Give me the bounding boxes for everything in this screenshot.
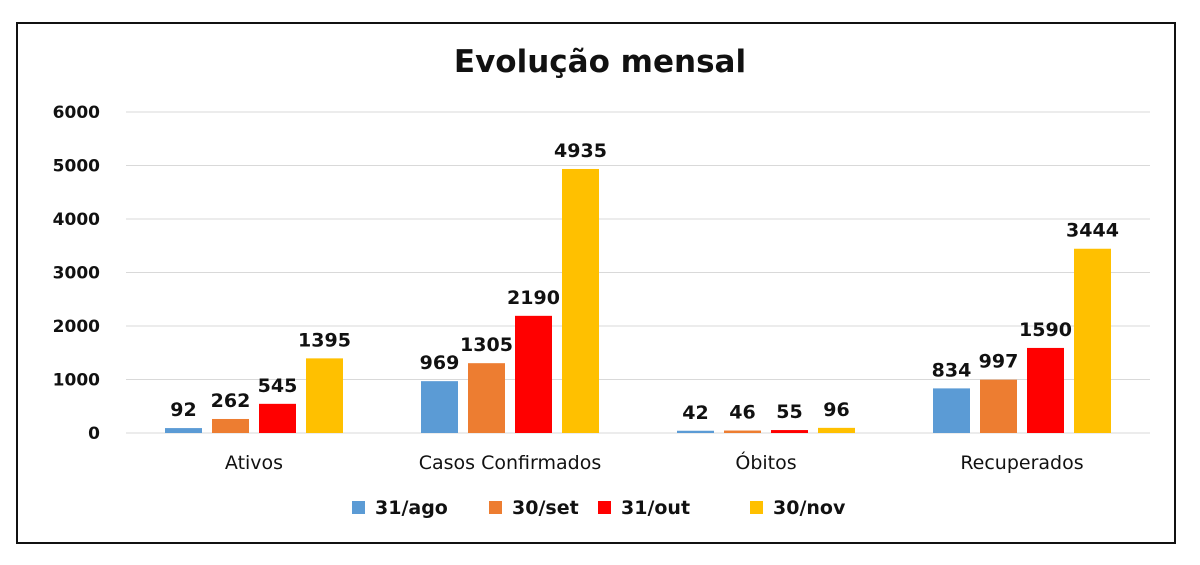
data-label: 96 bbox=[823, 399, 849, 421]
legend: 31/ago 30/set 31/out 30/nov bbox=[352, 497, 846, 519]
data-label: 262 bbox=[211, 390, 251, 412]
data-label: 1590 bbox=[1019, 319, 1072, 341]
data-label: 545 bbox=[258, 375, 298, 397]
bar-30-set bbox=[212, 418, 249, 433]
y-tick-label: 6000 bbox=[53, 103, 100, 123]
data-label: 969 bbox=[420, 352, 460, 374]
y-tick-label: 5000 bbox=[53, 157, 100, 177]
bar-31-out bbox=[515, 315, 552, 433]
data-label: 1395 bbox=[298, 329, 351, 351]
category-label: Recuperados bbox=[960, 452, 1083, 474]
category-label: Ativos bbox=[225, 452, 283, 474]
y-tick-label: 2000 bbox=[53, 317, 100, 337]
bar-31-out bbox=[771, 430, 808, 433]
legend-label: 31/ago bbox=[375, 497, 448, 519]
bar-31-out bbox=[259, 403, 296, 433]
data-label: 3444 bbox=[1066, 220, 1119, 242]
legend-label: 30/nov bbox=[773, 497, 846, 519]
bar-31-ago bbox=[677, 430, 714, 433]
category-label: Óbitos bbox=[735, 450, 796, 474]
data-label: 834 bbox=[932, 359, 972, 381]
chart-title: Evolução mensal bbox=[454, 44, 746, 80]
category-label: Casos Confirmados bbox=[419, 452, 602, 474]
bar-31-ago bbox=[421, 381, 458, 433]
legend-label: 31/out bbox=[621, 497, 690, 519]
bar-30-set bbox=[468, 363, 505, 433]
y-tick-label: 0 bbox=[88, 424, 100, 444]
bar-30-nov bbox=[818, 427, 855, 433]
legend-label: 30/set bbox=[512, 497, 579, 519]
data-label: 4935 bbox=[554, 140, 607, 162]
y-tick-label: 4000 bbox=[53, 210, 100, 230]
data-label: 92 bbox=[170, 399, 196, 421]
bar-31-out bbox=[1027, 347, 1064, 433]
data-label: 997 bbox=[979, 351, 1019, 373]
bar-30-nov bbox=[562, 168, 599, 434]
bar-30-set bbox=[724, 430, 761, 433]
data-label: 2190 bbox=[507, 287, 560, 309]
bar-31-ago bbox=[165, 428, 202, 433]
legend-swatch bbox=[750, 501, 763, 514]
data-label: 42 bbox=[682, 402, 708, 424]
bar-30-nov bbox=[1074, 248, 1111, 433]
y-tick-label: 3000 bbox=[53, 264, 100, 284]
legend-swatch bbox=[489, 501, 502, 514]
legend-swatch bbox=[352, 501, 365, 514]
y-axis-ticks: 0 1000 2000 3000 4000 5000 6000 bbox=[53, 103, 100, 444]
legend-swatch bbox=[598, 501, 611, 514]
gridlines bbox=[126, 111, 1150, 434]
data-label: 46 bbox=[729, 402, 755, 424]
y-tick-label: 1000 bbox=[53, 371, 100, 391]
data-label: 55 bbox=[776, 401, 802, 423]
data-label: 1305 bbox=[460, 334, 513, 356]
bar-30-nov bbox=[306, 358, 343, 433]
x-axis-categories: Ativos Casos Confirmados Óbitos Recuperados bbox=[225, 450, 1084, 474]
bar-31-ago bbox=[933, 388, 970, 433]
bars bbox=[165, 168, 1111, 434]
bar-30-set bbox=[980, 379, 1017, 433]
